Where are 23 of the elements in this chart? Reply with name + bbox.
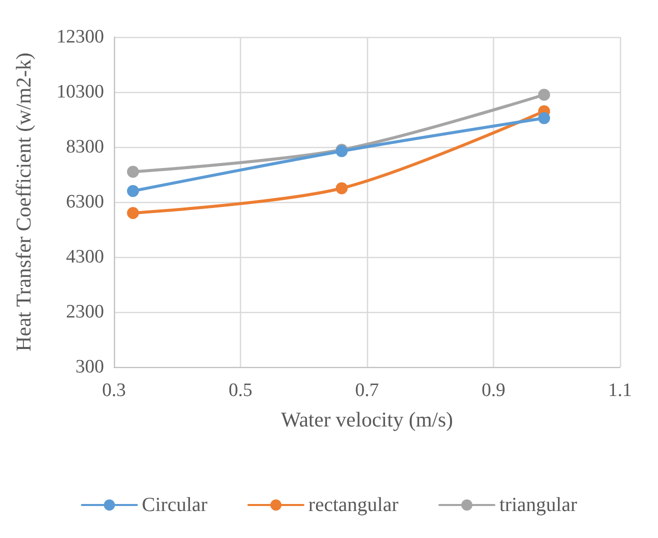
point [126, 207, 139, 219]
y-axis-title: Heat Transfer Coefficient (w/m2-k) [12, 52, 36, 352]
x-tick-label: 0.5 [228, 380, 252, 401]
y-tick-label: 6300 [66, 192, 104, 212]
y-tick-label: 2300 [66, 302, 104, 322]
point [126, 185, 139, 197]
x-tick-label: 1.1 [608, 380, 632, 401]
y-tick-label: 10300 [56, 82, 104, 102]
point [126, 166, 139, 178]
point [538, 112, 550, 124]
legend-label: triangular [499, 494, 578, 516]
x-axis-title: Water velocity (m/s) [280, 408, 454, 432]
legend-label: Circular [142, 494, 208, 516]
legend-label: rectangular [308, 494, 399, 516]
x-tick-label: 0.9 [482, 380, 506, 401]
x-tick-label: 0.7 [355, 380, 379, 401]
y-tick-label: 8300 [66, 136, 104, 158]
y-tick-label: 300 [76, 356, 104, 378]
point [538, 88, 550, 101]
y-tick-label: 4300 [66, 246, 104, 268]
point [336, 182, 348, 194]
x-tick-label: 0.3 [102, 380, 126, 401]
y-tick-label: 12300 [56, 26, 104, 48]
